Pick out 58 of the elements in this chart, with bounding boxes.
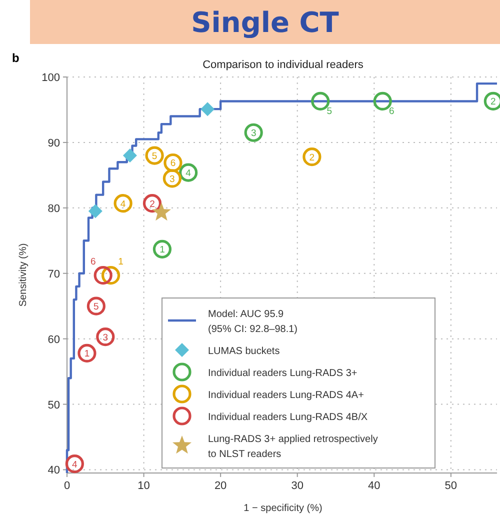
annotation: 3 [250, 128, 256, 140]
annotation: 2 [150, 198, 155, 210]
point [142, 194, 162, 213]
annotation: 1 [84, 348, 90, 360]
annotation: 1 [160, 244, 165, 256]
point [122, 148, 137, 163]
annotation: 2 [490, 96, 496, 108]
legend-label: Model: AUC 95.9 (95% CI: 92.8–98.1) [208, 309, 298, 335]
point [179, 163, 198, 182]
x-tick-label: 40 [368, 480, 380, 492]
point [114, 194, 132, 213]
point [88, 204, 102, 218]
point [78, 344, 96, 363]
x-tick-label: 0 [64, 480, 70, 492]
annotation: 5 [94, 302, 99, 313]
annotation: 5 [326, 106, 332, 118]
point [162, 169, 182, 188]
point [244, 123, 263, 142]
annotation: 4 [186, 168, 191, 180]
y-axis-title: Sensitivity (%) [18, 243, 29, 307]
legend-label: Lung-RADS 3+ applied retrospectively to NLST readers [208, 434, 378, 460]
annotation: 4 [72, 459, 78, 470]
point [65, 454, 84, 474]
y-tick-label: 60 [48, 334, 60, 346]
y-tick-label: 100 [42, 72, 60, 84]
y-tick-label: 80 [48, 202, 60, 215]
y-tick-label: 50 [48, 399, 60, 412]
point [86, 296, 106, 316]
legend-label: Individual readers Lung-RADS 3+ [208, 368, 358, 379]
annotation: 1 [118, 256, 124, 268]
annotation: 6 [90, 256, 96, 268]
text: b [12, 51, 20, 65]
legend-label: LUMAS buckets [208, 346, 280, 357]
annotation: 2 [309, 152, 315, 164]
x-axis-title: 1 − specificity (%) [244, 503, 322, 514]
chart-title: Single CT [191, 6, 339, 39]
x-tick-label: 30 [291, 480, 304, 492]
annotation: 4 [120, 198, 126, 210]
point [152, 202, 171, 221]
annotation: 3 [102, 332, 108, 344]
y-tick-label: 90 [48, 137, 60, 150]
y-tick-label: 70 [48, 268, 60, 280]
point [94, 266, 112, 285]
legend-label: Individual readers Lung-RADS 4B/X [208, 412, 368, 423]
annotation: 5 [152, 151, 158, 162]
point [302, 148, 322, 166]
annotation: 3 [170, 174, 175, 185]
point [152, 240, 172, 258]
annotation: 6 [388, 106, 394, 118]
y-tick-label: 40 [48, 464, 60, 477]
legend-label: Individual readers Lung-RADS 4A+ [208, 390, 364, 401]
x-tick-label: 20 [214, 480, 227, 492]
point [145, 146, 164, 165]
chart-subtitle: Comparison to individual readers [202, 59, 364, 71]
point [200, 102, 215, 116]
x-tick-label: 10 [138, 480, 150, 492]
x-tick-label: 50 [444, 480, 458, 492]
annotation: 6 [170, 158, 176, 170]
